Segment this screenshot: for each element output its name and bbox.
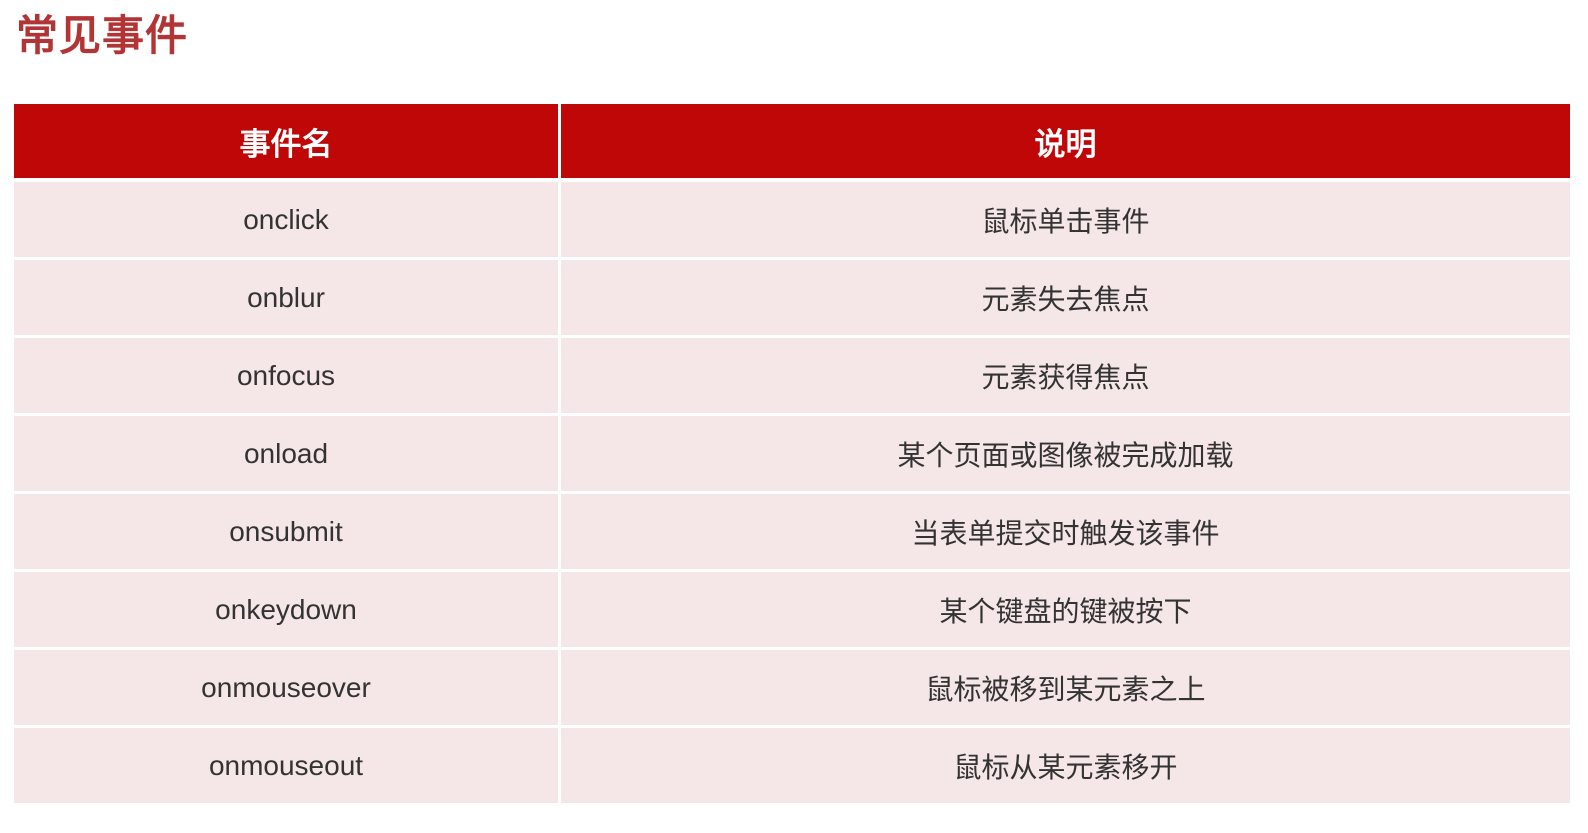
table-row: onclick 鼠标单击事件 xyxy=(14,182,1570,261)
event-name-cell: onclick xyxy=(14,182,558,261)
event-name-cell: onfocus xyxy=(14,338,558,417)
event-name-cell: onsubmit xyxy=(14,494,558,573)
column-header-event-name: 事件名 xyxy=(14,104,558,183)
event-name-cell: onload xyxy=(14,416,558,495)
events-table: 事件名 说明 onclick 鼠标单击事件 onblur 元素失去焦点 onfo… xyxy=(14,104,1570,807)
table-row: onkeydown 某个键盘的键被按下 xyxy=(14,572,1570,651)
table-row: onsubmit 当表单提交时触发该事件 xyxy=(14,494,1570,573)
table-row: onmouseout 鼠标从某元素移开 xyxy=(14,728,1570,807)
event-name-cell: onmouseout xyxy=(14,728,558,807)
event-description-cell: 某个键盘的键被按下 xyxy=(558,572,1570,651)
event-name-cell: onmouseover xyxy=(14,650,558,729)
event-description-cell: 鼠标单击事件 xyxy=(558,182,1570,261)
table-row: onblur 元素失去焦点 xyxy=(14,260,1570,339)
page-title: 常见事件 xyxy=(16,12,189,59)
event-description-cell: 元素获得焦点 xyxy=(558,338,1570,417)
event-name-cell: onblur xyxy=(14,260,558,339)
event-description-cell: 某个页面或图像被完成加载 xyxy=(558,416,1570,495)
event-description-cell: 当表单提交时触发该事件 xyxy=(558,494,1570,573)
table-header-row: 事件名 说明 xyxy=(14,104,1570,183)
event-description-cell: 鼠标从某元素移开 xyxy=(558,728,1570,807)
event-name-cell: onkeydown xyxy=(14,572,558,651)
event-description-cell: 鼠标被移到某元素之上 xyxy=(558,650,1570,729)
table-row: onload 某个页面或图像被完成加载 xyxy=(14,416,1570,495)
event-description-cell: 元素失去焦点 xyxy=(558,260,1570,339)
column-header-description: 说明 xyxy=(558,104,1570,183)
table-row: onmouseover 鼠标被移到某元素之上 xyxy=(14,650,1570,729)
table-row: onfocus 元素获得焦点 xyxy=(14,338,1570,417)
